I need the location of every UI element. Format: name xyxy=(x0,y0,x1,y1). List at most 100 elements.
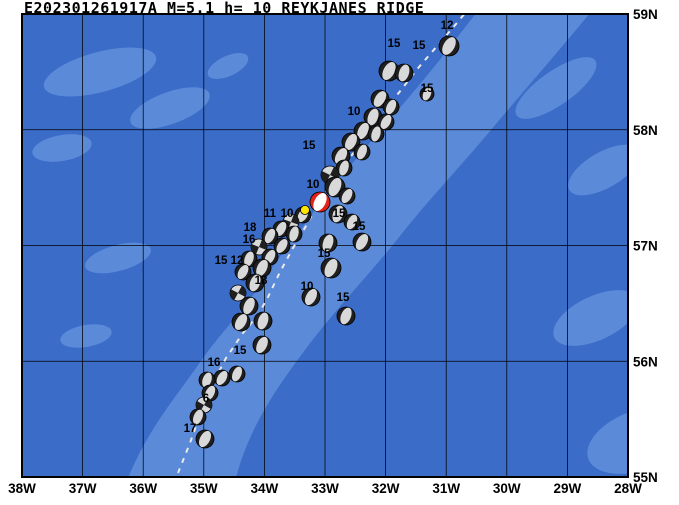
beachball-symbol xyxy=(341,132,361,152)
beachball-tension-band xyxy=(216,370,228,386)
depth-label: 16 xyxy=(243,234,256,246)
beachball-symbol xyxy=(234,263,252,281)
longitude-tick-label: 28W xyxy=(614,481,642,496)
yellow-dot-marker xyxy=(300,205,310,215)
longitude-tick-label: 29W xyxy=(554,481,582,496)
depth-label: 18 xyxy=(244,222,257,234)
beachball-symbol xyxy=(324,176,346,198)
bathymetry-patch xyxy=(553,290,628,346)
depth-label: 10 xyxy=(348,106,361,118)
beachball-tension-band xyxy=(234,314,248,330)
depth-label: 15 xyxy=(215,255,228,267)
beachball-quadrant xyxy=(330,166,339,179)
depth-label: 16 xyxy=(208,357,221,369)
depth-label: 15 xyxy=(421,83,434,95)
depth-label: 6 xyxy=(203,393,209,405)
beachball-tension-band xyxy=(249,274,261,292)
beachball-tension-band xyxy=(256,259,268,277)
longitude-tick-label: 30W xyxy=(493,481,521,496)
beachball-tension-band xyxy=(340,307,352,325)
beachball-quadrant xyxy=(238,285,246,297)
map-frame-layer xyxy=(21,13,629,478)
beachball-tension-band xyxy=(373,91,387,107)
main-event-beachball xyxy=(309,191,331,213)
depth-label: 11 xyxy=(264,208,277,220)
beachball-tension-band xyxy=(192,409,204,425)
map-title: E202301261917A M=5.1 h= 10 REYKJANES RID… xyxy=(24,0,424,17)
beachball-symbol xyxy=(419,86,435,102)
beachball-symbol xyxy=(189,408,207,426)
beachball-tension-band xyxy=(380,114,392,130)
longitude-tick-label: 31W xyxy=(432,481,460,496)
beachball-tension-band xyxy=(357,122,369,140)
bathymetry-patch xyxy=(515,57,597,119)
beachball-symbol xyxy=(320,257,342,279)
beachball-tension-band xyxy=(345,133,357,151)
beachball-quadrant xyxy=(259,239,267,250)
longitude-tick-label: 34W xyxy=(251,481,279,496)
beachball-symbol xyxy=(352,232,372,252)
longitude-tick-label: 37W xyxy=(69,481,97,496)
beachball-symbol xyxy=(213,369,231,387)
beachball-symbol xyxy=(301,287,321,307)
beachball-symbol xyxy=(261,227,279,245)
beachball-tension-band xyxy=(422,87,432,101)
beachball-symbol xyxy=(328,204,348,224)
beachball-tension-band xyxy=(322,234,334,252)
beachball-symbol xyxy=(253,311,273,331)
beachball-tension-band xyxy=(199,430,211,448)
depth-label: 15 xyxy=(318,248,331,260)
depth-label: 15 xyxy=(413,40,426,52)
map-border xyxy=(21,13,629,478)
beachball-tension-band xyxy=(257,312,269,330)
beachball-tension-band xyxy=(243,297,255,315)
beachball-tension-band xyxy=(371,126,381,142)
beachball-tension-band xyxy=(356,144,368,160)
depth-label: 15 xyxy=(303,140,316,152)
beachball-quadrant xyxy=(204,398,212,409)
beachball-symbol xyxy=(438,35,460,57)
beachball-tension-band xyxy=(275,221,287,237)
beachball-tension-band xyxy=(276,239,288,253)
latitude-tick-label: 56N xyxy=(633,354,658,369)
bathymetry-patch xyxy=(207,53,249,79)
beachball-tension-band xyxy=(324,258,338,278)
beachball-symbol xyxy=(250,238,268,256)
beachball-symbol xyxy=(382,98,400,116)
beachball-tension-band xyxy=(328,177,342,197)
beachball-symbol xyxy=(353,143,371,161)
longitude-tick-label: 33W xyxy=(311,481,339,496)
beachball-quadrant xyxy=(291,214,299,225)
beachball-symbol xyxy=(343,213,361,231)
depth-label: 12 xyxy=(231,255,244,267)
depth-label: 18 xyxy=(255,275,268,287)
depth-label: 15 xyxy=(234,345,247,357)
beachball-symbol xyxy=(394,63,414,83)
beachball-symbol xyxy=(353,121,373,141)
beachball-tension-band xyxy=(339,160,349,176)
beachball-tension-band xyxy=(382,62,396,80)
beachball-symbol xyxy=(318,233,338,253)
depth-label: 15 xyxy=(388,38,401,50)
latitude-tick-label: 59N xyxy=(633,7,658,22)
beachball-symbol xyxy=(273,237,291,255)
beachball-tension-band xyxy=(313,193,327,211)
beachball-tension-band xyxy=(256,336,268,354)
bathymetry-patch xyxy=(43,47,157,97)
bathymetry-patch xyxy=(130,87,210,129)
depth-label: 15 xyxy=(353,221,366,233)
latitude-tick-label: 57N xyxy=(633,239,658,254)
beachball-tension-band xyxy=(202,372,212,388)
beachball-symbol xyxy=(367,125,385,143)
bathymetry-patch xyxy=(84,242,152,274)
depth-label: 15 xyxy=(337,292,350,304)
longitude-tick-label: 35W xyxy=(190,481,218,496)
beachball-tension-band xyxy=(385,99,397,115)
beachball-tension-band xyxy=(204,385,216,401)
beachball-tension-band xyxy=(367,108,379,126)
beachball-tension-band xyxy=(442,37,456,55)
beachball-symbol xyxy=(229,284,247,302)
beachball-tension-band xyxy=(305,288,317,306)
